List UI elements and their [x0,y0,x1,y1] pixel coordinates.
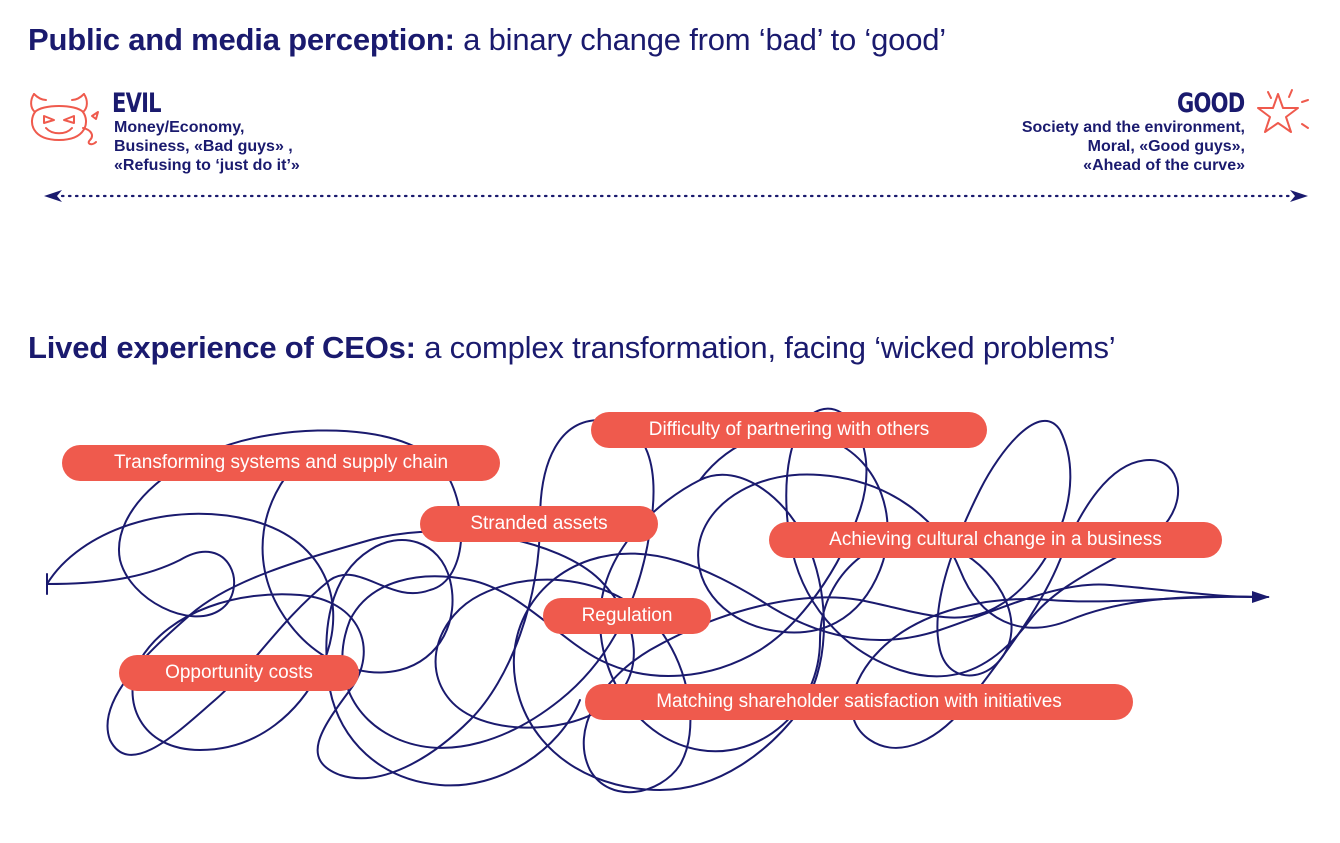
problem-pill-cultural-change: Achieving cultural change in a business [769,522,1222,558]
ceo-experience-title: Lived experience of CEOs: a complex tran… [28,330,1116,366]
devil-icon [30,93,99,146]
ceo-title-rest: a complex transformation, facing ‘wicked… [415,330,1116,365]
binary-axis-arrow [44,190,1308,202]
problem-pill-stranded-assets: Stranded assets [420,506,658,542]
good-description: Society and the environment, Moral, «Goo… [1022,118,1245,175]
problem-pill-transforming-systems: Transforming systems and supply chain [62,445,500,481]
good-desc-line: Society and the environment, [1021,119,1245,136]
star-icon [1257,89,1309,133]
perception-title-bold: Public and media perception: [28,22,455,57]
evil-description: Money/Economy, Business, «Bad guys» , «R… [114,118,300,175]
evil-desc-line: Money/Economy, [114,119,245,136]
problem-pill-opportunity-costs: Opportunity costs [119,655,359,691]
evil-desc-line: Business, «Bad guys» , [114,138,293,155]
evil-label: EVIL [112,88,162,119]
problem-pill-partnering: Difficulty of partnering with others [591,412,987,448]
good-desc-line: Moral, «Good guys», [1087,138,1245,155]
good-desc-line: «Ahead of the curve» [1083,157,1245,174]
problem-pill-shareholder-satisfaction: Matching shareholder satisfaction with i… [585,684,1133,720]
problem-pill-regulation: Regulation [543,598,711,634]
ceo-title-bold: Lived experience of CEOs: [28,330,416,365]
good-label: GOOD [1176,88,1245,119]
evil-desc-line: «Refusing to ‘just do it’» [114,157,300,174]
perception-title-rest: a binary change from ‘bad’ to ‘good’ [454,22,946,57]
perception-title: Public and media perception: a binary ch… [28,22,946,58]
